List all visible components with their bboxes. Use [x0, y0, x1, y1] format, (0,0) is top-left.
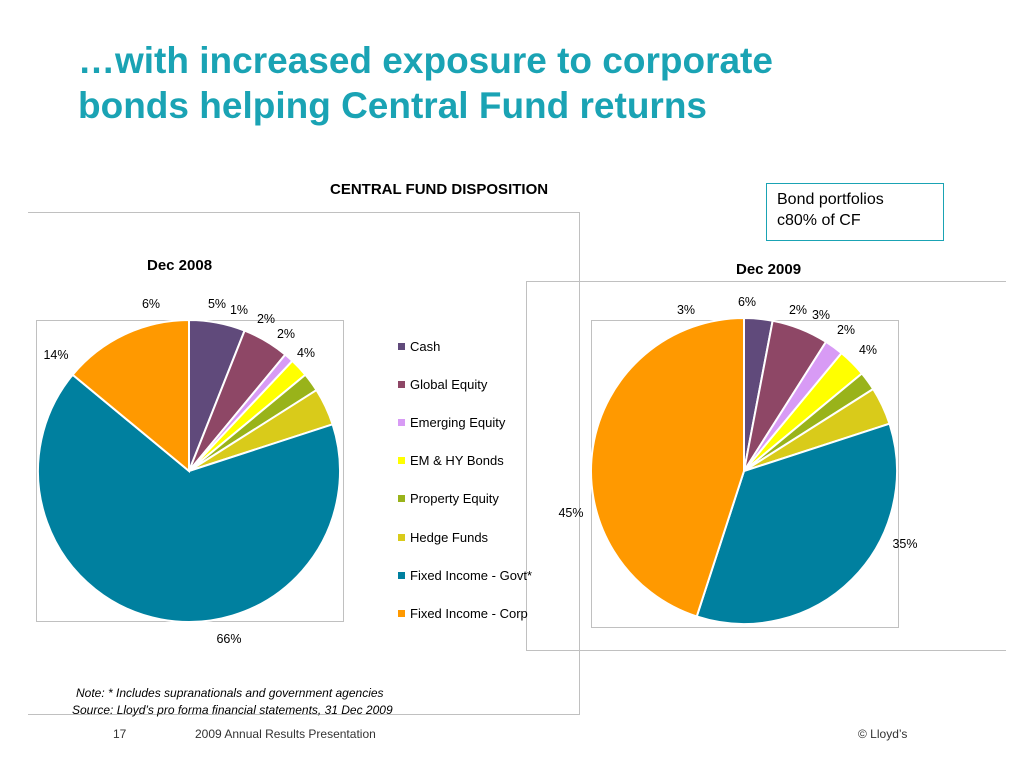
pie-data-label: 5%: [208, 297, 226, 311]
footnote-source: Source: Lloyd’s pro forma financial stat…: [72, 703, 393, 717]
legend-label: EM & HY Bonds: [410, 453, 504, 469]
pie-data-label: 66%: [216, 632, 241, 646]
pie-slice: [71, 318, 190, 474]
pie-title-dec-2008: Dec 2008: [147, 257, 213, 274]
legend-label: Emerging Equity: [410, 414, 506, 430]
pie-data-label: 2%: [789, 303, 807, 317]
pie-slice: [590, 316, 745, 618]
chart-heading: CENTRAL FUND DISPOSITION: [330, 181, 549, 198]
legend-item: Cash: [398, 327, 532, 365]
legend-swatch: [398, 457, 405, 465]
pie-data-label: 2%: [837, 323, 855, 337]
legend-item: EM & HY Bonds: [398, 442, 532, 480]
pie-data-label: 35%: [892, 537, 917, 551]
legend-swatch: [398, 609, 405, 617]
chart-legend: Cash Global Equity Emerging Equity EM & HY …: [398, 327, 532, 633]
pie-slice: [37, 373, 341, 623]
callout-line-1: Bond portfolios: [777, 191, 884, 208]
legend-item: Fixed Income - Corp: [398, 594, 532, 632]
legend-swatch: [398, 380, 405, 388]
slide-title-line-2: bonds helping Central Fund returns: [78, 85, 707, 126]
footnote-note: Note: * Includes supranationals and gove…: [76, 686, 384, 700]
legend-item: Fixed Income - Govt*: [398, 556, 532, 594]
footnote: Note: * Includes supranationals and gove…: [72, 685, 393, 719]
legend-label: Global Equity: [410, 376, 488, 392]
legend-item: Hedge Funds: [398, 518, 532, 556]
legend-swatch: [398, 418, 405, 426]
legend-item: Emerging Equity: [398, 403, 532, 441]
pie-data-label: 4%: [297, 346, 315, 360]
presentation-name: 2009 Annual Results Presentation: [195, 727, 376, 741]
pie-data-label: 14%: [43, 348, 68, 362]
pie-dec-2009: 3% 6% 2% 3% 2% 4% 35% 45%: [558, 295, 918, 625]
legend-label: Property Equity: [410, 491, 499, 507]
right-chart-frame: [526, 281, 1006, 651]
pie-data-label: 1%: [230, 303, 248, 317]
slide-title-line-1: …with increased exposure to corporate: [78, 40, 773, 81]
legend-item: Property Equity: [398, 480, 532, 518]
pie-data-label: 45%: [558, 506, 583, 520]
legend-swatch: [398, 571, 405, 579]
pie-dec-2008: 6% 5% 1%2%2%4%66%14%: [37, 297, 341, 646]
callout-line-2: c80% of CF: [777, 212, 861, 229]
bond-portfolio-callout: Bond portfolios c80% of CF: [766, 183, 944, 241]
legend-label: Hedge Funds: [410, 529, 489, 545]
pie-data-label: 2%: [257, 312, 275, 326]
page-number: 17: [113, 727, 127, 741]
legend-label: Fixed Income - Govt*: [410, 567, 533, 583]
legend-swatch: [398, 495, 405, 503]
legend-label: Cash: [410, 338, 441, 354]
left-chart-frame: [28, 212, 580, 715]
pie-slice: [695, 422, 898, 625]
legend-label: Fixed Income - Corp: [410, 605, 528, 621]
pie-data-label: 2%: [277, 327, 295, 341]
pie-data-label: 3%: [677, 303, 695, 317]
pie-title-dec-2009: Dec 2009: [736, 261, 802, 278]
pie-data-label: 6%: [738, 295, 756, 309]
legend-swatch: [398, 342, 405, 350]
pie-data-label: 4%: [859, 343, 877, 357]
pie-data-label: 3%: [812, 308, 830, 322]
legend-swatch: [398, 533, 405, 541]
copyright: © Lloyd’s: [858, 727, 908, 741]
legend-item: Global Equity: [398, 365, 532, 403]
pie-data-label: 6%: [142, 297, 160, 311]
slide-title: …with increased exposure to corporate bo…: [78, 38, 978, 128]
